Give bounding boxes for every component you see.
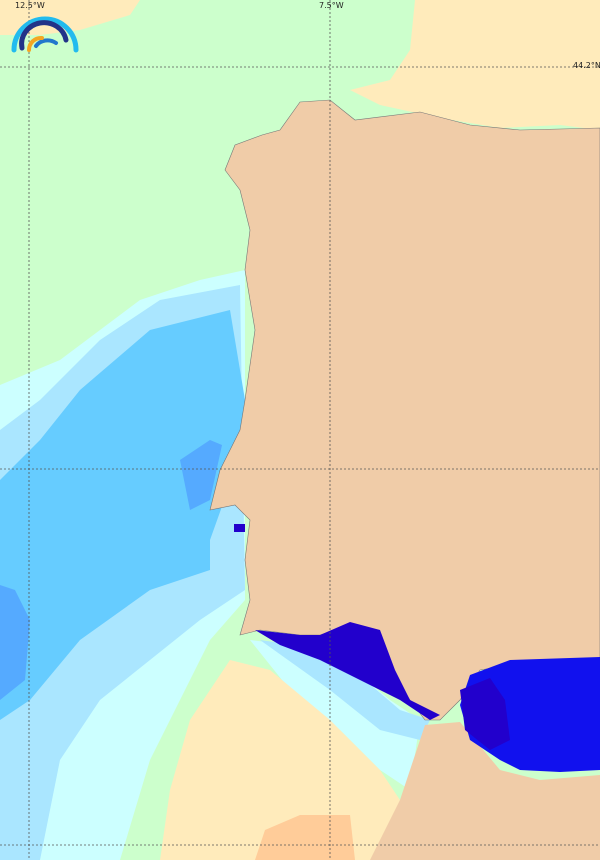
- zone-blue: [0, 310, 245, 720]
- zone-mid-blue: [180, 440, 222, 510]
- land-africa-east: [370, 722, 600, 860]
- land-south: [160, 660, 400, 860]
- zone-deep-blue-alboran: [460, 678, 510, 750]
- land-top-right: [350, 0, 600, 130]
- zone-deep-blue-gulf: [255, 622, 440, 720]
- grid-label-lon-right: 7.5°W: [319, 1, 344, 10]
- zone-gulf-cadiz-light: [250, 640, 420, 790]
- zone-mid-blue-left: [0, 585, 30, 700]
- zone-gulf-cadiz-pale: [260, 640, 430, 740]
- zone-deep-blue-lisbon: [234, 524, 245, 532]
- land-iberia: [209, 99, 600, 721]
- rainbow-arcs-logo: [11, 16, 79, 53]
- grid-label-lat-top: 44.2°N: [573, 61, 600, 70]
- grid-label-lon-left: 12.5°W: [15, 1, 45, 10]
